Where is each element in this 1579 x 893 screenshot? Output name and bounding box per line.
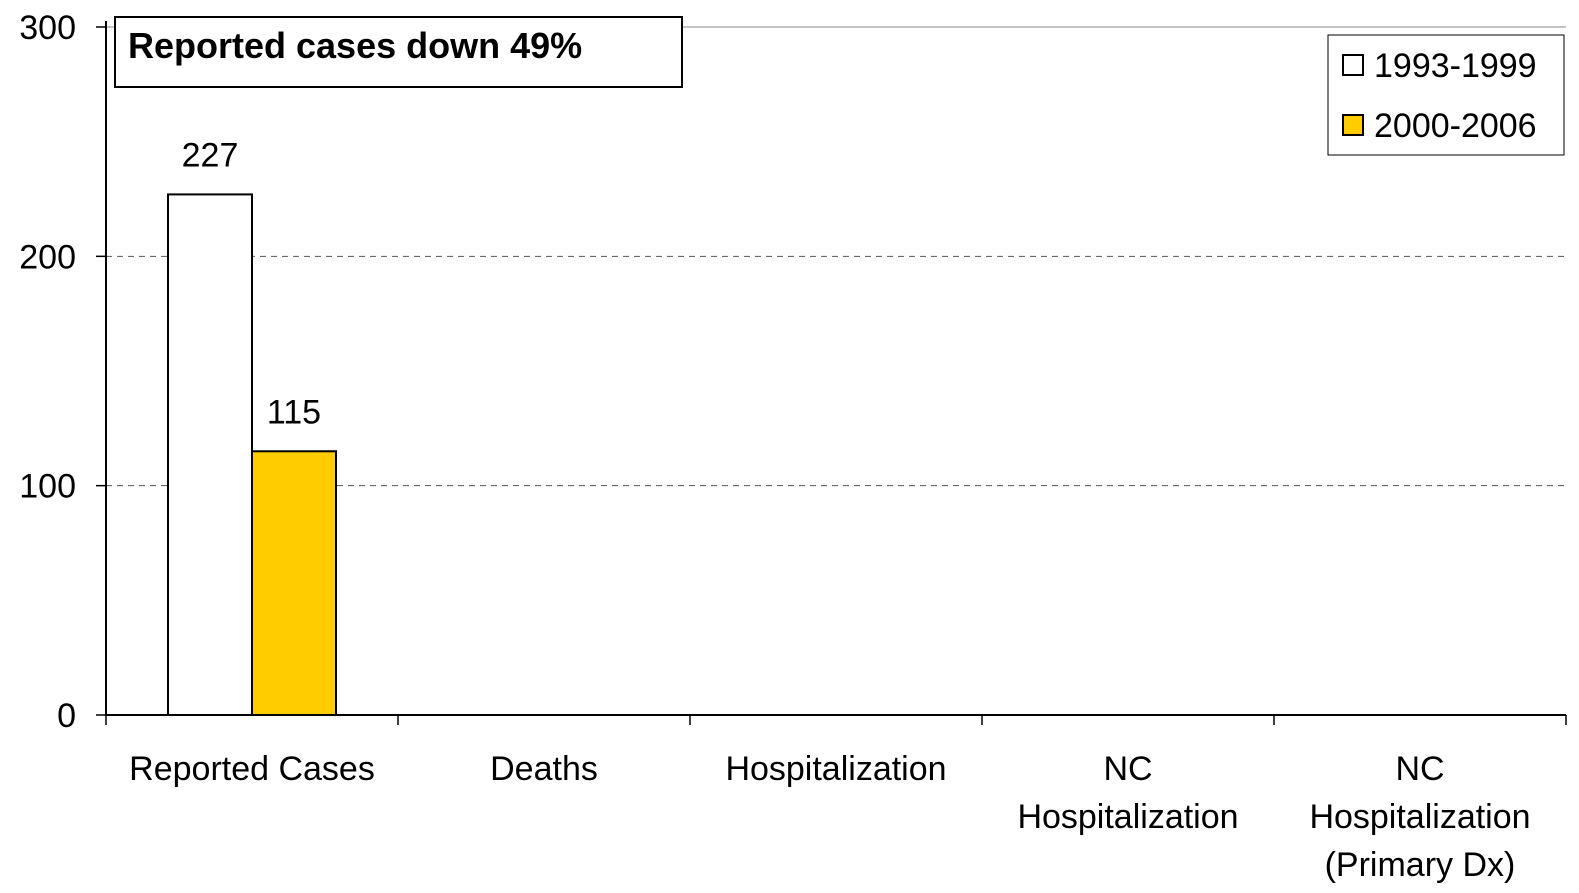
legend-swatch	[1342, 114, 1364, 136]
bar-value-label: 227	[182, 136, 239, 174]
bar-value-label: 115	[267, 393, 321, 431]
legend-label: 1993-1999	[1374, 47, 1537, 85]
bars	[167, 193, 337, 716]
annotation-box: Reported cases down 49%	[114, 16, 683, 88]
data-labels: 227 115	[182, 136, 321, 431]
category-label: Deaths	[490, 750, 598, 788]
y-tick-label: 100	[19, 468, 76, 506]
annotation-text: Reported cases down 49%	[128, 25, 582, 66]
y-axis-ticks: 0 100 200 300	[19, 9, 106, 735]
y-tick-label: 0	[57, 697, 76, 735]
bar-1993-1999	[167, 193, 253, 716]
y-tick-label: 300	[19, 9, 76, 47]
axes	[105, 21, 1567, 725]
legend: 1993-1999 2000-2006	[1327, 34, 1565, 156]
bar-2000-2006	[251, 450, 337, 716]
category-label: NC Hospitalization (Primary Dx)	[1309, 750, 1530, 884]
category-label: NC Hospitalization	[1017, 750, 1238, 836]
category-label: Hospitalization	[725, 750, 946, 788]
category-labels: Reported Cases Deaths Hospitalization NC Hos…	[129, 750, 1530, 884]
y-tick-label: 200	[19, 238, 76, 276]
legend-label: 2000-2006	[1374, 107, 1537, 145]
category-label: Reported Cases	[129, 750, 375, 788]
legend-swatch	[1342, 54, 1364, 76]
